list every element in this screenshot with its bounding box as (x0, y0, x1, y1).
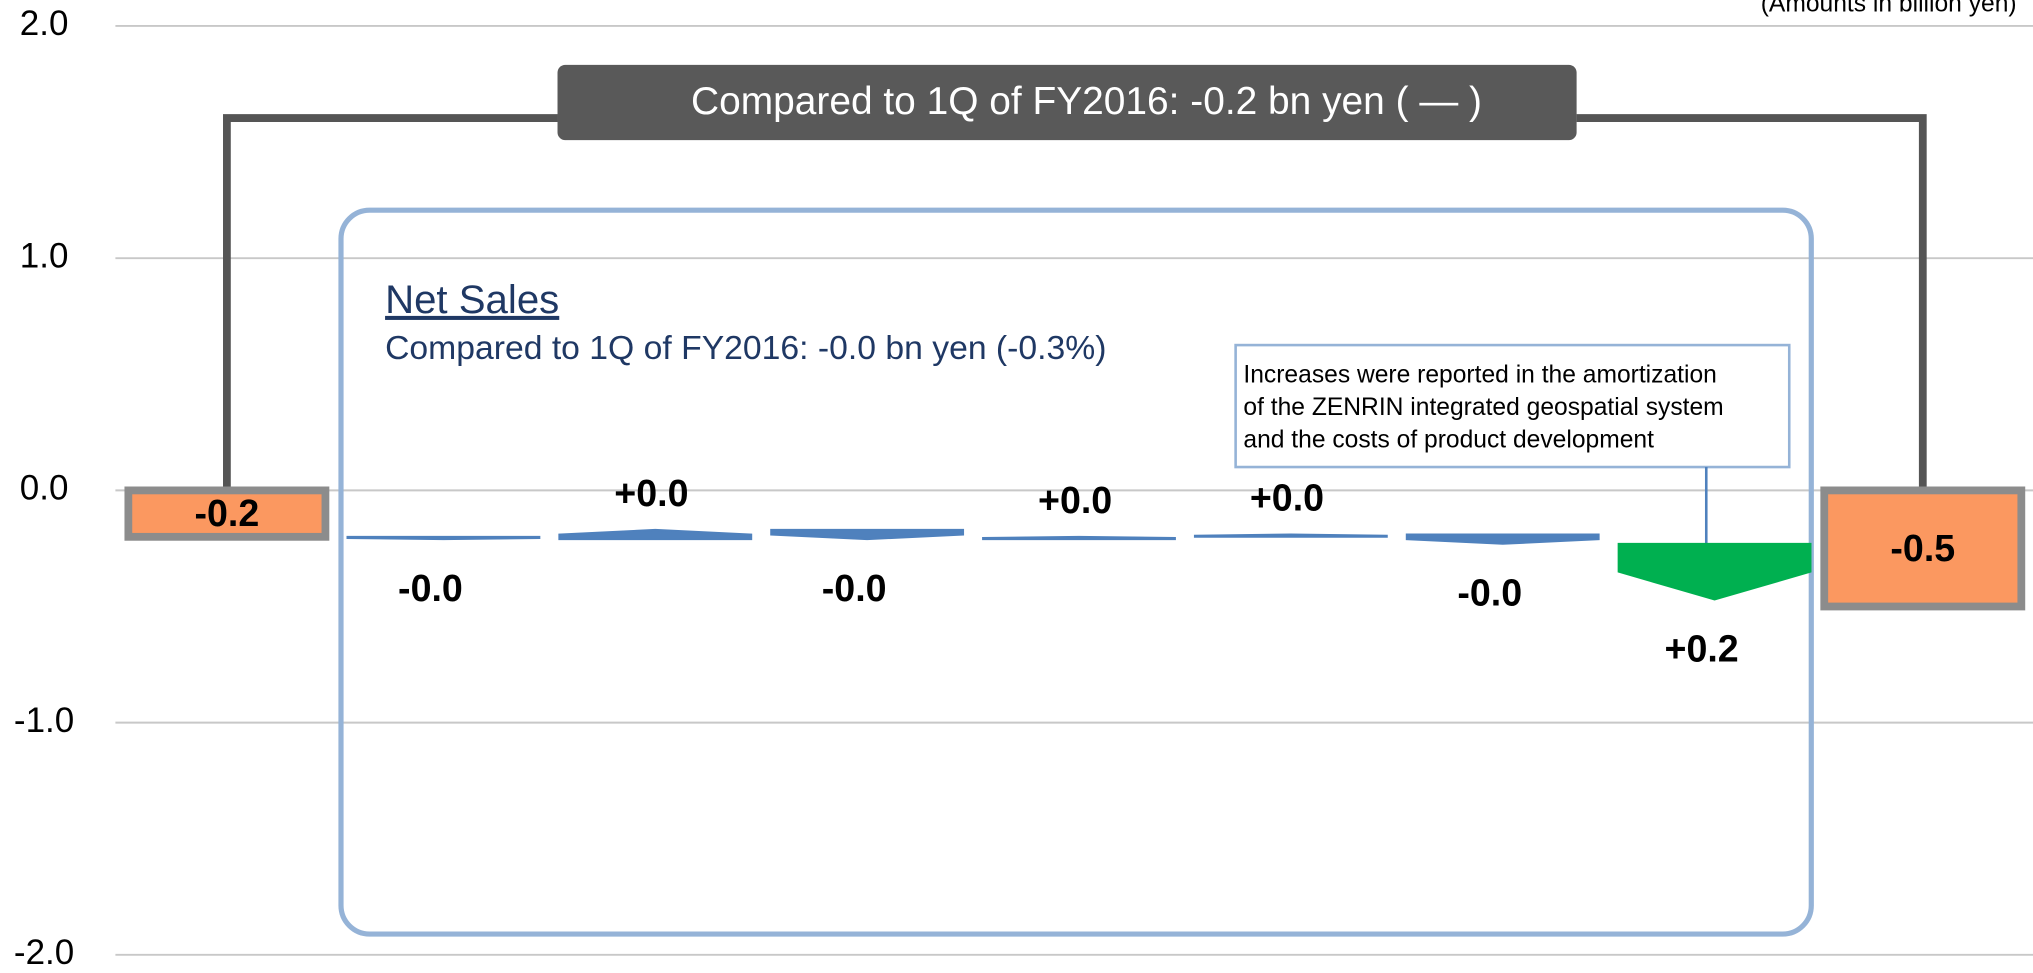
step-label: +0.0 (614, 472, 688, 514)
step-label: -0.0 (822, 567, 887, 609)
panel-subtitle: Compared to 1Q of FY2016: -0.0 bn yen (-… (385, 329, 1106, 367)
step-bar (982, 535, 1176, 541)
y-tick-label: -1.0 (14, 701, 74, 740)
step-bar (346, 535, 541, 541)
chart-title: Compared to 1Q of FY2016: -0.2 bn yen ( … (691, 80, 1482, 123)
step-label: +0.0 (1038, 479, 1112, 521)
annotation-line: of the ZENRIN integrated geospatial syst… (1243, 394, 1723, 421)
total-label: -0.2 (195, 492, 260, 534)
step-bar (1617, 542, 1812, 601)
title-box (557, 64, 1577, 141)
annotation-line: and the costs of product development (1243, 427, 1654, 454)
bracket (223, 114, 1927, 491)
y-tick-label: 2.0 (20, 4, 69, 43)
annotation-line: Increases were reported in the amortizat… (1243, 362, 1716, 389)
annotation-box (1234, 343, 1791, 469)
step-bar (1193, 533, 1388, 538)
y-tick-label: 1.0 (20, 236, 69, 275)
total-label: -0.5 (1890, 527, 1955, 569)
step-label: -0.0 (398, 567, 463, 609)
step-bar (558, 528, 753, 541)
step-label: +0.2 (1664, 627, 1738, 669)
total-bar (1820, 486, 2026, 611)
step-bar (770, 528, 965, 541)
step-label: -0.0 (1457, 572, 1522, 614)
unit-note: (Amounts in billion yen) (1761, 0, 2017, 18)
y-tick-label: 0.0 (20, 469, 69, 508)
total-bar (124, 486, 330, 541)
net-sales-panel (338, 207, 1814, 937)
panel-title: Net Sales (385, 277, 559, 322)
y-tick-label: -2.0 (14, 933, 74, 972)
step-bar (1405, 533, 1600, 545)
step-label: +0.0 (1250, 477, 1324, 519)
